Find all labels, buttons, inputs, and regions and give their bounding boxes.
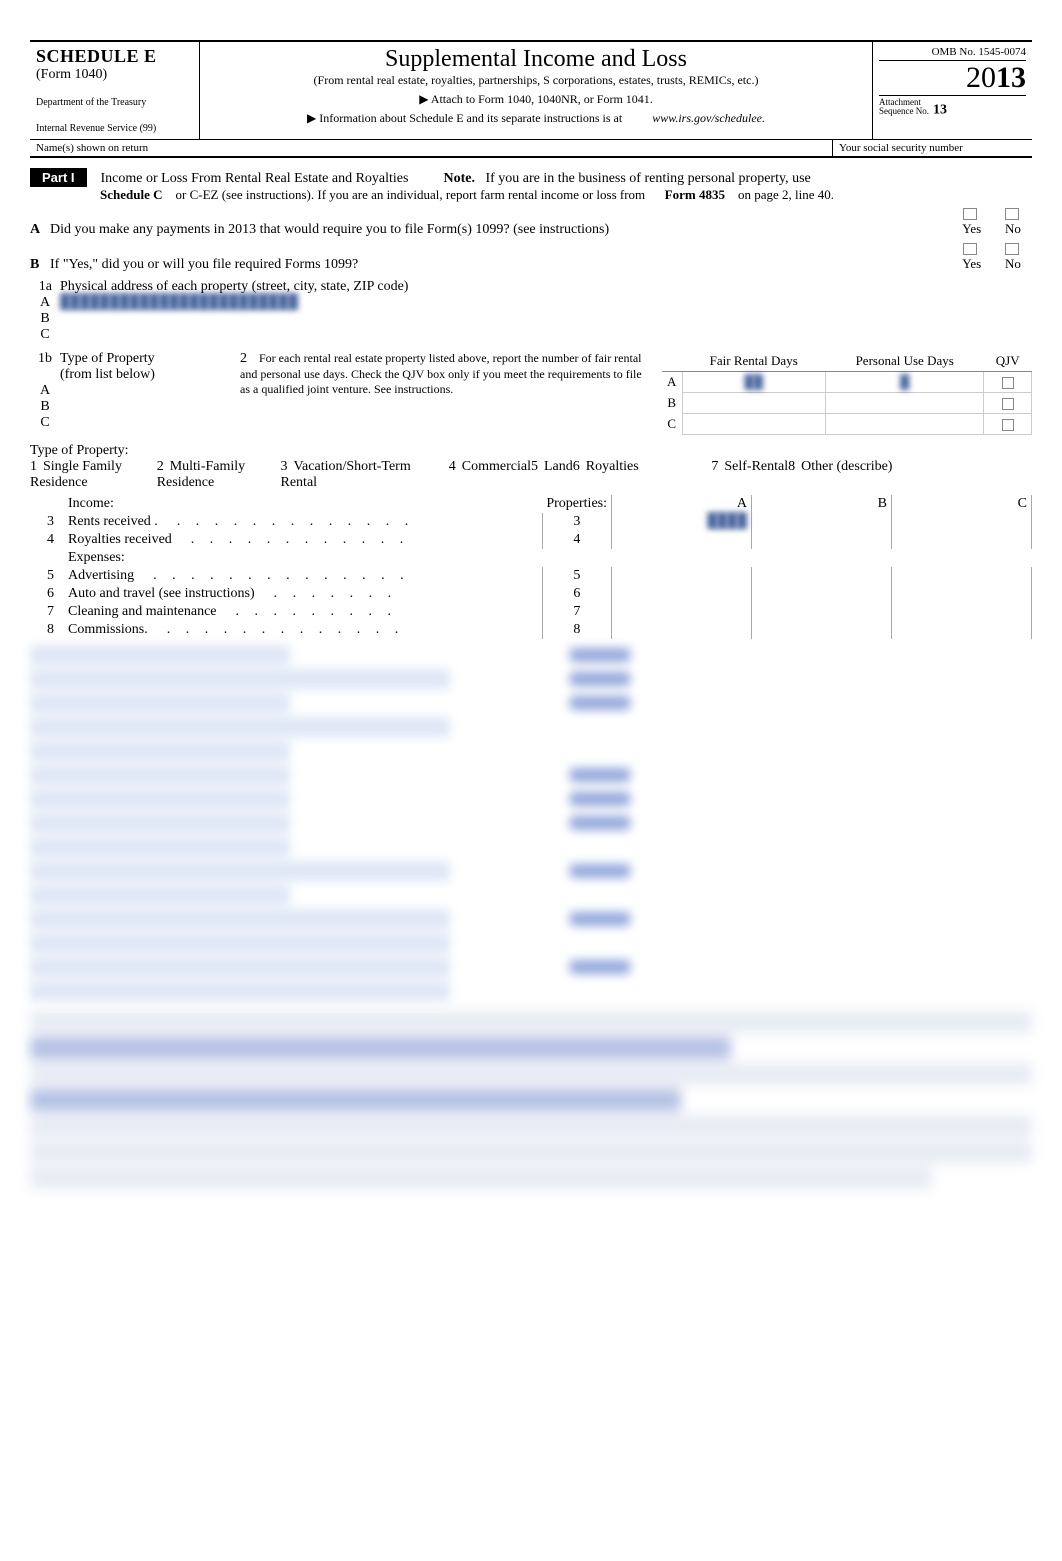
ptype-7: Self-Rental	[724, 459, 788, 474]
qb-yes-checkbox[interactable]	[963, 243, 977, 255]
info-instruction: ▶ Information about Schedule E and its s…	[206, 111, 866, 126]
advertising-a[interactable]	[612, 567, 752, 585]
qa-yes-checkbox[interactable]	[963, 208, 977, 220]
income-label: Income:	[64, 495, 542, 513]
line-2-num: 2	[240, 351, 247, 366]
qjv-c[interactable]	[984, 414, 1032, 435]
question-a: A Did you make any payments in 2013 that…	[30, 205, 1032, 238]
blurred-totals	[30, 1011, 1032, 1189]
info-url: www.irs.gov/schedulee.	[652, 111, 765, 125]
form-1040-label: (Form 1040)	[36, 67, 193, 83]
part1-note: If you are in the business of renting pe…	[485, 171, 810, 186]
rents-b[interactable]	[752, 513, 892, 531]
auto-travel-a[interactable]	[612, 585, 752, 603]
question-b: B If "Yes," did you or will you file req…	[30, 240, 1032, 273]
pers-days-b[interactable]	[825, 393, 984, 414]
question-b-yesno: Yes No	[953, 240, 1032, 272]
fair-days-c[interactable]	[682, 414, 825, 435]
property-b-address[interactable]	[60, 311, 1032, 327]
ptype-6: Royalties	[586, 459, 639, 474]
type-b-label: B	[30, 399, 60, 415]
type-a-label: A	[30, 383, 60, 399]
ptype-2: Multi-Family Residence	[157, 459, 245, 490]
col-b-header: B	[752, 495, 892, 513]
type-a-input[interactable]	[60, 383, 240, 399]
schedule-label: SCHEDULE E	[36, 46, 193, 67]
qjv-a[interactable]	[984, 372, 1032, 393]
from-list-below-label: (from list below)	[60, 367, 240, 383]
form-header: SCHEDULE E (Form 1040) Department of the…	[30, 40, 1032, 140]
row-b-label: B	[30, 311, 60, 327]
header-center: Supplemental Income and Loss (From renta…	[200, 42, 872, 139]
ptype-8: Other (describe)	[801, 459, 892, 474]
royalties-a[interactable]	[612, 531, 752, 549]
fair-days-b[interactable]	[682, 393, 825, 414]
properties-label: Properties:	[542, 495, 611, 513]
type-b-input[interactable]	[60, 399, 240, 415]
ptype-1: Single Family Residence	[30, 459, 122, 490]
part1-note-bold: Note.	[443, 171, 475, 186]
part1-badge: Part I	[30, 168, 87, 187]
rents-c[interactable]	[892, 513, 1032, 531]
ptype-5: Land	[544, 459, 573, 474]
line-2-text: For each rental real estate property lis…	[240, 351, 642, 396]
arrow-icon: ▶	[307, 111, 316, 125]
line-1b-section: 1b Type of Property (from list below) A …	[30, 351, 1032, 435]
row-a-label: A	[30, 295, 60, 311]
property-type-list: Type of Property: 1Single Family Residen…	[30, 443, 1032, 491]
type-of-property-label: Type of Property	[60, 351, 240, 367]
ssn-label: Your social security number	[832, 140, 1032, 156]
names-shown-label: Name(s) shown on return	[30, 140, 832, 156]
form-title: Supplemental Income and Loss	[206, 46, 866, 73]
form-subtitle: (From rental real estate, royalties, par…	[206, 73, 866, 88]
blurred-expense-lines	[30, 645, 1032, 1001]
part1-line2: Schedule C or C-EZ (see instructions). I…	[30, 187, 1032, 203]
qjv-header: QJV	[984, 351, 1032, 372]
dept-treasury: Department of the Treasury	[36, 97, 193, 109]
omb-number: OMB No. 1545-0074	[879, 46, 1026, 61]
part1-title: Income or Loss From Rental Real Estate a…	[101, 171, 409, 186]
name-ssn-row: Name(s) shown on return Your social secu…	[30, 140, 1032, 158]
qb-no-checkbox[interactable]	[1005, 243, 1019, 255]
header-left: SCHEDULE E (Form 1040) Department of the…	[30, 42, 200, 139]
income-expense-grid: Income: Properties: A B C 3 Rents receiv…	[30, 495, 1032, 639]
fair-days-a[interactable]: ██	[682, 372, 825, 393]
header-right: OMB No. 1545-0074 2013 Attachment Sequen…	[872, 42, 1032, 139]
col-c-header: C	[892, 495, 1032, 513]
dept-irs: Internal Revenue Service (99)	[36, 123, 193, 135]
type-of-property-header: Type of Property:	[30, 443, 1032, 459]
pers-days-a[interactable]: █	[825, 372, 984, 393]
cleaning-a[interactable]	[612, 603, 752, 621]
royalties-c[interactable]	[892, 531, 1032, 549]
expenses-label: Expenses:	[64, 549, 1032, 567]
fair-rental-days-header: Fair Rental Days	[682, 351, 825, 372]
line-1a-num: 1a	[30, 279, 60, 295]
tax-year: 2013	[879, 61, 1026, 95]
qjv-b[interactable]	[984, 393, 1032, 414]
ptype-3: Vacation/Short-Term Rental	[281, 459, 411, 490]
royalties-b[interactable]	[752, 531, 892, 549]
property-c-address[interactable]	[60, 327, 1032, 343]
attach-instruction: ▶ Attach to Form 1040, 1040NR, or Form 1…	[206, 92, 866, 107]
type-c-input[interactable]	[60, 415, 240, 431]
commissions-a[interactable]	[612, 621, 752, 639]
schedule-e-form: SCHEDULE E (Form 1040) Department of the…	[30, 40, 1032, 1189]
row-c-label: C	[30, 327, 60, 343]
qa-no-checkbox[interactable]	[1005, 208, 1019, 220]
attachment-seq: Attachment Sequence No. 13	[879, 95, 1026, 119]
line-1a-section: 1a Physical address of each property (st…	[30, 279, 1032, 343]
ptype-4: Commercial	[462, 459, 531, 474]
arrow-icon: ▶	[419, 92, 428, 106]
question-a-yesno: Yes No	[953, 205, 1032, 237]
rents-a[interactable]: ████	[612, 513, 752, 531]
pers-days-c[interactable]	[825, 414, 984, 435]
part1-header: Part I Income or Loss From Rental Real E…	[30, 168, 1032, 203]
col-a-header: A	[612, 495, 752, 513]
line-1b-num: 1b	[30, 351, 60, 383]
line-1a-text: Physical address of each property (stree…	[60, 279, 1032, 295]
type-c-label: C	[30, 415, 60, 431]
personal-use-days-header: Personal Use Days	[825, 351, 984, 372]
property-a-address[interactable]: ████████████████████████	[60, 295, 1032, 311]
days-grid: Fair Rental Days Personal Use Days QJV A…	[662, 351, 1032, 435]
